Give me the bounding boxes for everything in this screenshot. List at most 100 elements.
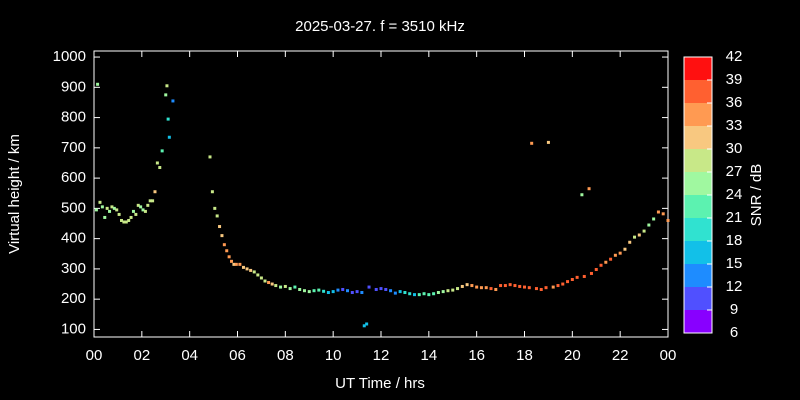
data-point bbox=[210, 190, 214, 194]
data-point bbox=[307, 290, 311, 294]
colorbar-label: SNR / dB bbox=[748, 164, 765, 227]
data-point bbox=[241, 265, 245, 269]
y-tick-label: 600 bbox=[61, 169, 86, 186]
data-point bbox=[96, 82, 100, 86]
data-point bbox=[534, 287, 538, 291]
data-point bbox=[479, 286, 483, 290]
data-point bbox=[249, 268, 253, 272]
y-tick-label: 200 bbox=[61, 290, 86, 307]
data-point bbox=[422, 292, 426, 296]
data-point bbox=[484, 286, 488, 290]
y-tick-label: 800 bbox=[61, 109, 86, 126]
data-point bbox=[158, 166, 162, 170]
data-point bbox=[213, 206, 217, 210]
x-tick-label: 00 bbox=[660, 347, 677, 364]
data-point bbox=[374, 287, 378, 291]
data-point bbox=[609, 257, 613, 261]
data-point bbox=[108, 209, 112, 213]
data-point bbox=[298, 287, 302, 291]
data-point bbox=[518, 284, 522, 288]
colorbar-tick-label: 15 bbox=[726, 255, 743, 272]
data-point bbox=[582, 274, 586, 278]
data-point bbox=[302, 289, 306, 293]
data-point bbox=[544, 286, 548, 290]
data-point bbox=[389, 289, 393, 293]
data-point bbox=[267, 281, 271, 285]
data-point bbox=[412, 293, 416, 297]
data-point bbox=[148, 199, 152, 203]
x-tick-label: 10 bbox=[325, 347, 342, 364]
data-point bbox=[220, 234, 224, 238]
data-point bbox=[384, 287, 388, 291]
colorbar-band bbox=[684, 149, 712, 172]
data-point bbox=[589, 271, 593, 275]
data-point bbox=[129, 215, 133, 219]
colorbar-band bbox=[684, 241, 712, 264]
data-point bbox=[222, 243, 226, 247]
data-point bbox=[508, 283, 512, 287]
data-point bbox=[225, 249, 229, 253]
data-point bbox=[539, 287, 543, 291]
data-point bbox=[441, 290, 445, 294]
data-point bbox=[379, 287, 383, 291]
colorbar-tick-label: 18 bbox=[726, 232, 743, 249]
data-point bbox=[110, 205, 114, 209]
data-point bbox=[146, 203, 150, 207]
data-point bbox=[346, 289, 350, 293]
data-point bbox=[166, 117, 170, 121]
colorbar-tick-label: 12 bbox=[726, 278, 743, 295]
colorbar-tick-label: 27 bbox=[726, 163, 743, 180]
colorbar-band bbox=[684, 103, 712, 126]
data-point bbox=[489, 287, 493, 291]
data-point bbox=[570, 277, 574, 281]
data-point bbox=[252, 270, 256, 274]
data-point bbox=[103, 215, 107, 219]
data-point bbox=[475, 285, 479, 289]
data-point bbox=[312, 289, 316, 293]
data-point bbox=[661, 212, 665, 216]
data-point bbox=[263, 279, 267, 283]
data-point bbox=[256, 273, 260, 277]
data-point bbox=[238, 262, 242, 266]
data-point bbox=[120, 218, 124, 222]
x-tick-label: 22 bbox=[612, 347, 629, 364]
data-point bbox=[153, 190, 157, 194]
data-point bbox=[215, 214, 219, 218]
data-point bbox=[527, 286, 531, 290]
data-point bbox=[666, 218, 670, 222]
data-point bbox=[647, 223, 651, 227]
data-point bbox=[530, 141, 534, 145]
data-point bbox=[283, 284, 287, 288]
data-point bbox=[367, 285, 371, 289]
y-tick-label: 100 bbox=[61, 320, 86, 337]
data-point bbox=[470, 284, 474, 288]
colorbar-band bbox=[684, 218, 712, 241]
data-point bbox=[628, 240, 632, 244]
data-point bbox=[100, 205, 104, 209]
data-point bbox=[143, 209, 147, 213]
data-point bbox=[432, 292, 436, 296]
colorbar-tick-label: 39 bbox=[726, 71, 743, 88]
data-point bbox=[234, 262, 238, 266]
y-tick-label: 1000 bbox=[53, 48, 86, 65]
data-point bbox=[623, 247, 627, 251]
data-point bbox=[105, 206, 109, 210]
data-point bbox=[604, 260, 608, 264]
data-point bbox=[94, 208, 98, 212]
colorbar-band bbox=[684, 310, 712, 333]
data-point bbox=[115, 208, 119, 212]
colorbar-tick-label: 42 bbox=[726, 48, 743, 65]
colorbar-tick-label: 6 bbox=[730, 324, 738, 341]
data-point bbox=[232, 262, 236, 266]
data-point bbox=[317, 288, 321, 292]
colorbar-band bbox=[684, 195, 712, 218]
data-point bbox=[642, 229, 646, 233]
data-point bbox=[171, 99, 175, 103]
data-point bbox=[656, 210, 660, 214]
chart-title: 2025-03-27. f = 3510 kHz bbox=[295, 18, 465, 35]
data-point bbox=[633, 235, 637, 239]
data-point bbox=[134, 212, 138, 216]
data-point bbox=[293, 285, 297, 289]
data-point bbox=[136, 203, 140, 207]
